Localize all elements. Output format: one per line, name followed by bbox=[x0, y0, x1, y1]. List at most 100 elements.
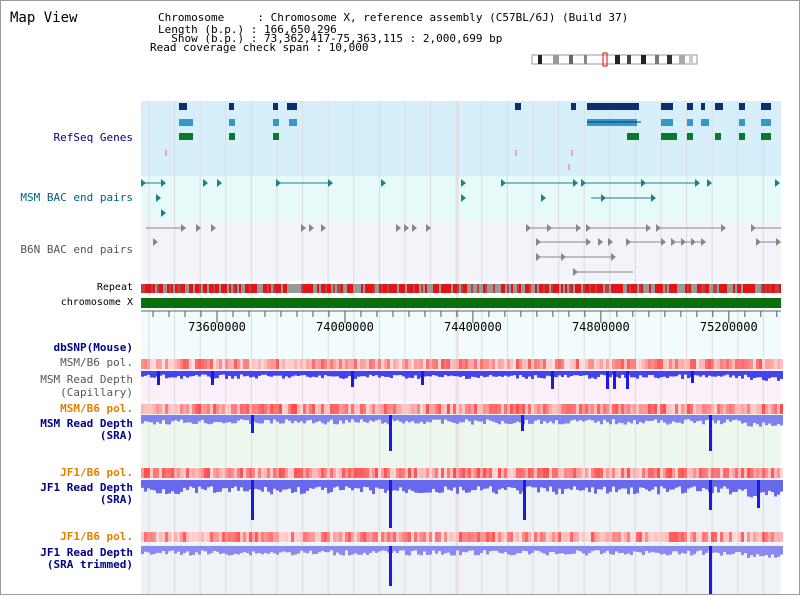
polymorphism-cell bbox=[699, 404, 702, 414]
track-label-jf1-b6-pol-1[interactable]: JF1/B6 pol. bbox=[60, 466, 133, 479]
repeat-element bbox=[503, 284, 505, 293]
depth-bar bbox=[495, 415, 498, 423]
depth-bar bbox=[756, 415, 759, 425]
polymorphism-cell bbox=[426, 532, 429, 542]
polymorphism-cell bbox=[642, 404, 645, 414]
depth-bar bbox=[720, 371, 723, 377]
polymorphism-cell bbox=[699, 468, 702, 478]
depth-bar bbox=[153, 546, 156, 554]
polymorphism-cell bbox=[402, 468, 405, 478]
polymorphism-cell bbox=[660, 532, 663, 542]
depth-bar bbox=[156, 546, 159, 553]
polymorphism-cell bbox=[144, 404, 147, 414]
polymorphism-cell bbox=[342, 359, 345, 369]
depth-bar bbox=[717, 371, 720, 376]
depth-bar bbox=[540, 480, 543, 488]
repeat-element bbox=[461, 284, 463, 293]
track-label-repeat: Repeat bbox=[96, 282, 133, 293]
polymorphism-cell bbox=[174, 359, 177, 369]
polymorphism-cell bbox=[714, 404, 717, 414]
depth-bar bbox=[693, 546, 696, 555]
depth-bar bbox=[702, 415, 705, 425]
depth-bar bbox=[285, 415, 288, 420]
depth-bar bbox=[567, 415, 570, 424]
track-label-jf1-depth-trimmed[interactable]: JF1 Read Depth bbox=[40, 546, 133, 559]
depth-bar bbox=[585, 371, 588, 376]
repeat-element bbox=[779, 284, 781, 293]
depth-bar bbox=[705, 480, 708, 490]
track-label-msm-bac[interactable]: MSM BAC end pairs bbox=[20, 191, 133, 204]
track-label-dbsnp[interactable]: dbSNP(Mouse) bbox=[53, 341, 133, 354]
polymorphism-cell bbox=[426, 404, 429, 414]
polymorphism-cell bbox=[354, 468, 357, 478]
depth-bar bbox=[534, 480, 537, 488]
polymorphism-cell bbox=[279, 468, 282, 478]
depth-bar bbox=[204, 415, 207, 424]
polymorphism-cell bbox=[267, 468, 270, 478]
depth-bar bbox=[720, 546, 723, 556]
track-label-msm-b6-pol-2[interactable]: MSM/B6 pol. bbox=[60, 402, 133, 415]
polymorphism-cell bbox=[213, 532, 216, 542]
polymorphism-cell bbox=[732, 532, 735, 542]
repeat-element bbox=[245, 284, 247, 293]
depth-bar bbox=[183, 415, 186, 423]
polymorphism-cell bbox=[462, 468, 465, 478]
repeat-element bbox=[401, 284, 403, 293]
depth-bar bbox=[210, 546, 213, 554]
depth-bar bbox=[432, 415, 435, 420]
polymorphism-cell bbox=[198, 404, 201, 414]
depth-bar bbox=[300, 371, 303, 376]
polymorphism-cell bbox=[159, 532, 162, 542]
polymorphism-cell bbox=[309, 532, 312, 542]
track-label-jf1-b6-pol-2[interactable]: JF1/B6 pol. bbox=[60, 530, 133, 543]
depth-bar bbox=[393, 415, 396, 422]
polymorphism-cell bbox=[612, 359, 615, 369]
polymorphism-cell bbox=[732, 404, 735, 414]
repeat-element bbox=[447, 284, 449, 293]
depth-bar bbox=[684, 415, 687, 420]
depth-bar bbox=[525, 480, 528, 487]
depth-bar bbox=[381, 480, 384, 489]
depth-bar bbox=[546, 480, 549, 492]
refseq-gene bbox=[739, 119, 745, 126]
repeat-element bbox=[547, 284, 549, 293]
polymorphism-cell bbox=[378, 532, 381, 542]
depth-bar bbox=[726, 480, 729, 489]
repeat-element bbox=[557, 284, 559, 293]
repeat-element bbox=[723, 284, 725, 293]
polymorphism-cell bbox=[540, 532, 543, 542]
depth-bar bbox=[582, 371, 585, 376]
polymorphism-cell bbox=[495, 404, 498, 414]
depth-spike bbox=[691, 371, 694, 383]
depth-bar bbox=[570, 546, 573, 555]
track-label-msm-depth-sra[interactable]: MSM Read Depth bbox=[40, 417, 133, 430]
polymorphism-cell bbox=[603, 404, 606, 414]
polymorphism-cell bbox=[339, 468, 342, 478]
polymorphism-cell bbox=[561, 404, 564, 414]
track-label-jf1-depth-sra[interactable]: JF1 Read Depth bbox=[40, 481, 133, 494]
depth-bar bbox=[261, 371, 264, 375]
depth-bar bbox=[696, 480, 699, 492]
depth-bar bbox=[594, 415, 597, 423]
polymorphism-cell bbox=[450, 468, 453, 478]
repeat-element bbox=[701, 284, 703, 293]
axis-tick-label: 74000000 bbox=[316, 320, 374, 334]
depth-bar bbox=[507, 546, 510, 555]
repeat-element bbox=[305, 284, 307, 293]
depth-bar bbox=[699, 546, 702, 551]
depth-bar bbox=[642, 480, 645, 488]
depth-bar bbox=[534, 415, 537, 421]
depth-bar bbox=[213, 415, 216, 423]
track-label-refseq-genes[interactable]: RefSeq Genes bbox=[53, 131, 133, 144]
track-label-msm-b6-pol-1[interactable]: MSM/B6 pol. bbox=[60, 356, 133, 369]
polymorphism-cell bbox=[396, 468, 399, 478]
polymorphism-cell bbox=[768, 404, 771, 414]
repeat-element bbox=[769, 284, 771, 293]
polymorphism-cell bbox=[144, 468, 147, 478]
depth-bar bbox=[615, 546, 618, 552]
depth-bar bbox=[633, 480, 636, 495]
track-label-b6n-bac[interactable]: B6N BAC end pairs bbox=[20, 243, 133, 256]
track-label-msm-depth-capillary[interactable]: MSM Read Depth bbox=[40, 373, 133, 386]
polymorphism-cell bbox=[606, 532, 609, 542]
